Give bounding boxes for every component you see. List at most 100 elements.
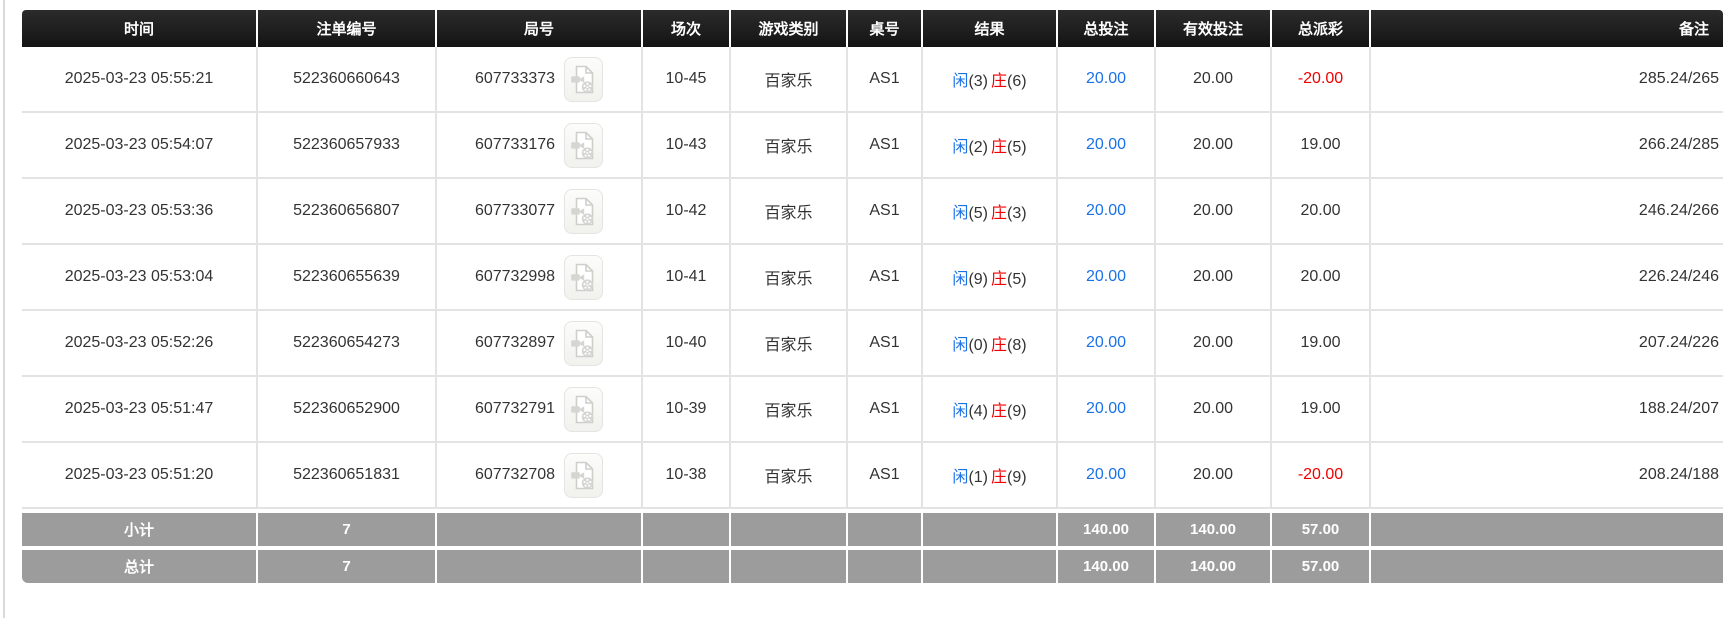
col-header-remark: 备注	[1371, 10, 1723, 47]
result-banker-label: 庄	[991, 271, 1008, 288]
video-replay-button[interactable]	[564, 122, 604, 168]
cell-remark: 226.24/246	[1371, 245, 1723, 311]
result-banker-label: 庄	[991, 139, 1008, 156]
total-bet-link[interactable]: 20.00	[1085, 202, 1127, 219]
cell-total-bet: 20.00	[1058, 47, 1156, 113]
grand-total-payout: 57.00	[1272, 546, 1371, 583]
subtotal-valid-bet: 140.00	[1156, 509, 1272, 546]
subtotal-payout: 57.00	[1272, 509, 1371, 546]
subtotal-empty-cell	[643, 509, 731, 546]
cell-valid-bet: 20.00	[1156, 443, 1272, 509]
cell-remark: 285.24/265	[1371, 47, 1723, 113]
subtotal-empty-cell	[437, 509, 643, 546]
cell-total-bet: 20.00	[1058, 245, 1156, 311]
cell-remark: 207.24/226	[1371, 311, 1723, 377]
cell-result: 闲(0) 庄(8)	[923, 311, 1058, 377]
total-bet-link[interactable]: 20.00	[1085, 70, 1127, 87]
col-header-bet-id: 注单编号	[258, 10, 437, 47]
cell-result: 闲(3) 庄(6)	[923, 47, 1058, 113]
cell-result: 闲(1) 庄(9)	[923, 443, 1058, 509]
cell-valid-bet: 20.00	[1156, 47, 1272, 113]
result-banker-value: (8)	[1007, 337, 1027, 354]
cell-payout: 20.00	[1272, 245, 1371, 311]
col-header-time: 时间	[22, 10, 258, 47]
video-replay-icon	[571, 197, 594, 225]
result-player-value: (5)	[968, 205, 988, 222]
grand-total-row: 总计 7 140.00 140.00 57.00	[22, 546, 1723, 583]
cell-remark: 208.24/188	[1371, 443, 1723, 509]
video-replay-button[interactable]	[564, 188, 604, 234]
table-row: 2025-03-23 05:52:26 522360654273 6077328…	[22, 311, 1723, 377]
cell-session: 10-38	[643, 443, 731, 509]
result-player-value: (3)	[968, 73, 988, 90]
cell-game-type: 百家乐	[731, 443, 848, 509]
video-replay-button[interactable]	[564, 56, 604, 102]
cell-total-bet: 20.00	[1058, 179, 1156, 245]
table-row: 2025-03-23 05:51:47 522360652900 6077327…	[22, 377, 1723, 443]
cell-payout: 20.00	[1272, 179, 1371, 245]
video-replay-icon	[571, 263, 594, 291]
result-banker-label: 庄	[991, 337, 1008, 354]
subtotal-count: 7	[258, 509, 437, 546]
cell-payout: 19.00	[1272, 113, 1371, 179]
cell-total-bet: 20.00	[1058, 443, 1156, 509]
video-replay-button[interactable]	[564, 386, 604, 432]
grand-total-empty-cell	[731, 546, 848, 583]
grand-total-count: 7	[258, 546, 437, 583]
cell-table-no: AS1	[848, 47, 923, 113]
subtotal-empty-cell	[1371, 509, 1723, 546]
col-header-total-bet: 总投注	[1058, 10, 1156, 47]
table-header: 时间 注单编号 局号 场次 游戏类别 桌号 结果 总投注 有效投注 总派彩 备注	[22, 10, 1723, 47]
cell-valid-bet: 20.00	[1156, 245, 1272, 311]
table-row: 2025-03-23 05:55:21 522360660643 6077333…	[22, 47, 1723, 113]
cell-time: 2025-03-23 05:55:21	[22, 47, 258, 113]
cell-round-id: 607733176	[437, 113, 643, 179]
cell-bet-id: 522360654273	[258, 311, 437, 377]
cell-table-no: AS1	[848, 377, 923, 443]
cell-total-bet: 20.00	[1058, 311, 1156, 377]
result-banker-value: (6)	[1007, 73, 1027, 90]
result-banker-label: 庄	[991, 403, 1008, 420]
cell-valid-bet: 20.00	[1156, 179, 1272, 245]
cell-remark: 188.24/207	[1371, 377, 1723, 443]
cell-bet-id: 522360655639	[258, 245, 437, 311]
video-replay-button[interactable]	[564, 452, 604, 498]
video-replay-icon	[571, 461, 594, 489]
result-player-value: (0)	[968, 337, 988, 354]
cell-table-no: AS1	[848, 113, 923, 179]
result-banker-label: 庄	[991, 205, 1008, 222]
video-replay-button[interactable]	[564, 320, 604, 366]
grand-total-empty-cell	[643, 546, 731, 583]
video-replay-button[interactable]	[564, 254, 604, 300]
grand-total-total-bet: 140.00	[1058, 546, 1156, 583]
result-banker-value: (5)	[1007, 271, 1027, 288]
cell-total-bet: 20.00	[1058, 113, 1156, 179]
cell-session: 10-45	[643, 47, 731, 113]
cell-result: 闲(2) 庄(5)	[923, 113, 1058, 179]
result-player-value: (1)	[968, 469, 988, 486]
total-bet-link[interactable]: 20.00	[1085, 268, 1127, 285]
cell-remark: 246.24/266	[1371, 179, 1723, 245]
total-bet-link[interactable]: 20.00	[1085, 400, 1127, 417]
total-bet-link[interactable]: 20.00	[1085, 466, 1127, 483]
total-bet-link[interactable]: 20.00	[1085, 136, 1127, 153]
cell-round-id: 607733373	[437, 47, 643, 113]
result-player-label: 闲	[952, 403, 969, 420]
cell-payout: -20.00	[1272, 47, 1371, 113]
table-row: 2025-03-23 05:54:07 522360657933 6077331…	[22, 113, 1723, 179]
subtotal-row: 小计 7 140.00 140.00 57.00	[22, 509, 1723, 546]
cell-session: 10-40	[643, 311, 731, 377]
round-id-value: 607732708	[474, 466, 556, 483]
cell-round-id: 607732708	[437, 443, 643, 509]
grand-total-empty-cell	[1371, 546, 1723, 583]
cell-round-id: 607732791	[437, 377, 643, 443]
total-bet-link[interactable]: 20.00	[1085, 334, 1127, 351]
cell-round-id: 607732998	[437, 245, 643, 311]
bet-history-table-container: 时间 注单编号 局号 场次 游戏类别 桌号 结果 总投注 有效投注 总派彩 备注…	[22, 10, 1723, 583]
cell-game-type: 百家乐	[731, 179, 848, 245]
col-header-round-id: 局号	[437, 10, 643, 47]
cell-game-type: 百家乐	[731, 245, 848, 311]
cell-session: 10-41	[643, 245, 731, 311]
grand-total-empty-cell	[437, 546, 643, 583]
result-banker-value: (3)	[1007, 205, 1027, 222]
